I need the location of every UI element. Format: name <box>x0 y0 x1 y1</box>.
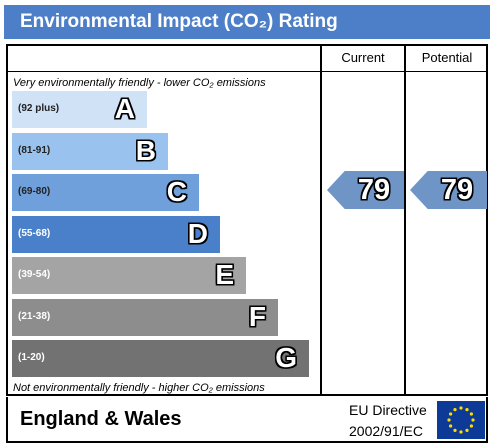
band-c: (69-80) C <box>12 174 199 211</box>
band-g: (1-20) G <box>12 340 309 377</box>
current-rating-value: 79 <box>357 174 391 206</box>
band-a: (92 plus) A <box>12 91 147 128</box>
band-range-label: (1-20) <box>18 352 45 363</box>
band-range-label: (55-68) <box>18 227 51 239</box>
band-e: (39-54) E <box>12 257 246 294</box>
band-letter: D <box>187 217 208 249</box>
band-letter: C <box>166 176 187 207</box>
band-range-label: (39-54) <box>18 269 51 280</box>
directive-line1: EU Directive <box>349 402 427 418</box>
band-b: (81-91) B <box>12 132 168 170</box>
directive-line2: 2002/91/EC <box>349 423 423 439</box>
rating-frame <box>6 44 488 396</box>
potential-column-header: Potential <box>421 50 473 65</box>
band-letter: E <box>215 259 234 290</box>
band-letter: G <box>275 342 297 373</box>
band-range-label: (92 plus) <box>18 103 60 114</box>
current-column-header: Current <box>341 50 385 65</box>
band-letter: A <box>114 93 135 124</box>
column-header-divider <box>6 71 488 72</box>
band-range-label: (81-91) <box>18 144 51 156</box>
region-label: England & Wales <box>20 408 182 430</box>
band-range-label: (21-38) <box>18 310 51 322</box>
band-d: (55-68) D <box>12 215 220 253</box>
band-f: (21-38) F <box>12 298 278 336</box>
footer <box>6 397 488 443</box>
divider-current <box>320 44 322 396</box>
potential-rating-value: 79 <box>440 174 474 206</box>
chart-title: Environmental Impact (CO₂) Rating <box>20 11 338 32</box>
header-bar: Environmental Impact (CO₂) Rating <box>4 5 490 39</box>
top-note: Very environmentally friendly - lower CO… <box>13 77 266 89</box>
eu-flag-icon <box>437 401 485 439</box>
band-letter: B <box>135 134 156 166</box>
band-range-label: (69-80) <box>18 186 51 197</box>
potential-rating-arrow <box>410 171 487 209</box>
band-letter: F <box>248 300 266 332</box>
current-rating-arrow <box>327 171 404 209</box>
bottom-note: Not environmentally friendly - higher CO… <box>13 382 265 394</box>
divider-potential <box>404 44 406 396</box>
